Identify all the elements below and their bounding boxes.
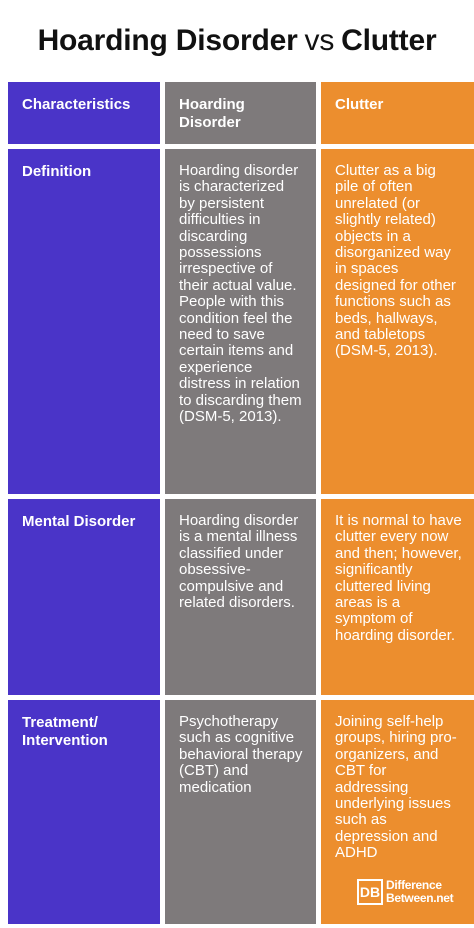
clutter-cell: Clutter as a big pile of often unrelated… (321, 149, 474, 494)
row-label: Definition (8, 149, 160, 494)
clutter-cell: It is normal to have clutter every now a… (321, 499, 474, 695)
header-hoarding: Hoarding Disorder (165, 82, 316, 144)
table-row: Treatment/ Intervention Psychotherapy su… (4, 700, 474, 924)
header-row: Characteristics Hoarding Disorder Clutte… (4, 82, 474, 144)
page-title: Hoarding Disorder vs Clutter (0, 0, 474, 82)
title-right: Clutter (341, 24, 437, 57)
clutter-cell: Joining self-help groups, hiring pro-org… (321, 700, 474, 924)
logo-line-2: Between.net (386, 891, 454, 905)
logo-line-1: Difference (386, 878, 442, 892)
table-row: Definition Hoarding disorder is characte… (4, 149, 474, 494)
hoarding-cell: Hoarding disorder is characterized by pe… (165, 149, 316, 494)
header-characteristics: Characteristics (8, 82, 160, 144)
comparison-table: Characteristics Hoarding Disorder Clutte… (4, 82, 474, 924)
title-vs: vs (304, 24, 335, 57)
title-left: Hoarding Disorder (37, 24, 298, 57)
row-label: Mental Disorder (8, 499, 160, 695)
brand-logo: DB Difference Between.net (357, 874, 467, 910)
row-label: Treatment/ Intervention (8, 700, 160, 924)
hoarding-cell: Psychotherapy such as cognitive behavior… (165, 700, 316, 924)
table-row: Mental Disorder Hoarding disorder is a m… (4, 499, 474, 695)
logo-mark-icon: DB (357, 879, 383, 905)
header-clutter: Clutter (321, 82, 474, 144)
hoarding-cell: Hoarding disorder is a mental illness cl… (165, 499, 316, 695)
